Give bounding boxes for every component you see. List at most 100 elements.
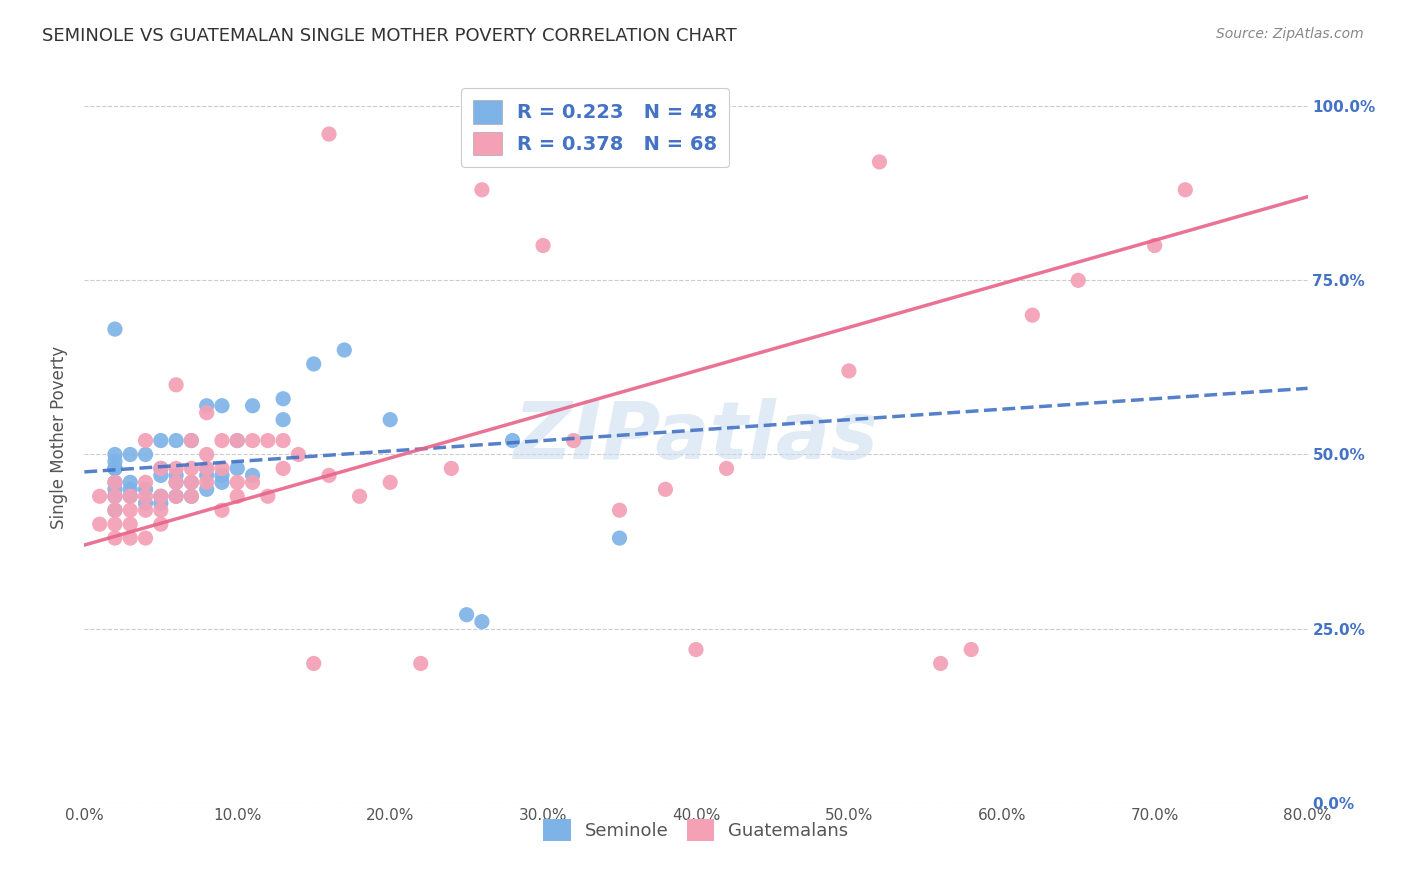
Point [440,461,463,475]
Point [135,496,157,510]
Point [287,448,309,462]
Point [149,434,172,448]
Point [104,322,127,336]
Point [333,343,356,357]
Point [1067,273,1090,287]
Point [271,434,294,448]
Point [89,489,111,503]
Point [409,657,432,671]
Point [195,475,218,490]
Point [195,461,218,475]
Point [149,489,172,503]
Point [104,461,127,475]
Point [195,468,218,483]
Point [104,503,127,517]
Point [302,357,325,371]
Point [685,642,707,657]
Point [302,657,325,671]
Point [531,238,554,252]
Point [149,468,172,483]
Point [180,434,202,448]
Point [120,531,142,545]
Point [104,461,127,475]
Point [609,503,631,517]
Point [456,607,478,622]
Point [165,489,187,503]
Point [716,461,738,475]
Point [135,531,157,545]
Point [135,475,157,490]
Point [211,468,233,483]
Point [502,434,524,448]
Point [242,399,264,413]
Point [104,475,127,490]
Point [211,461,233,475]
Point [165,475,187,490]
Point [149,503,172,517]
Point [211,475,233,490]
Point [380,475,402,490]
Point [135,483,157,497]
Point [165,434,187,448]
Point [120,489,142,503]
Point [1143,238,1166,252]
Point [120,483,142,497]
Point [104,483,127,497]
Point [149,496,172,510]
Point [257,434,280,448]
Point [562,434,585,448]
Point [180,489,202,503]
Point [471,615,494,629]
Point [104,489,127,503]
Point [180,489,202,503]
Point [838,364,860,378]
Point [180,475,202,490]
Text: ZIPatlas: ZIPatlas [513,398,879,476]
Point [195,406,218,420]
Point [195,399,218,413]
Point [165,377,187,392]
Point [226,434,249,448]
Point [1174,183,1197,197]
Point [135,489,157,503]
Point [104,475,127,490]
Point [120,489,142,503]
Point [226,489,249,503]
Point [609,531,631,545]
Point [120,503,142,517]
Text: Source: ZipAtlas.com: Source: ZipAtlas.com [1216,27,1364,41]
Point [149,517,172,532]
Point [242,475,264,490]
Legend: Seminole, Guatemalans: Seminole, Guatemalans [533,808,859,852]
Point [149,489,172,503]
Point [180,434,202,448]
Point [180,461,202,475]
Point [211,434,233,448]
Point [165,461,187,475]
Point [165,489,187,503]
Point [165,468,187,483]
Point [149,461,172,475]
Point [242,468,264,483]
Text: SEMINOLE VS GUATEMALAN SINGLE MOTHER POVERTY CORRELATION CHART: SEMINOLE VS GUATEMALAN SINGLE MOTHER POV… [42,27,737,45]
Point [654,483,676,497]
Point [120,448,142,462]
Point [104,454,127,468]
Point [226,434,249,448]
Point [929,657,952,671]
Point [195,461,218,475]
Point [471,183,494,197]
Point [226,475,249,490]
Point [380,412,402,426]
Point [104,489,127,503]
Point [271,412,294,426]
Point [226,461,249,475]
Point [242,434,264,448]
Point [120,475,142,490]
Point [195,448,218,462]
Point [271,461,294,475]
Point [165,475,187,490]
Point [180,475,202,490]
Point [271,392,294,406]
Point [257,489,280,503]
